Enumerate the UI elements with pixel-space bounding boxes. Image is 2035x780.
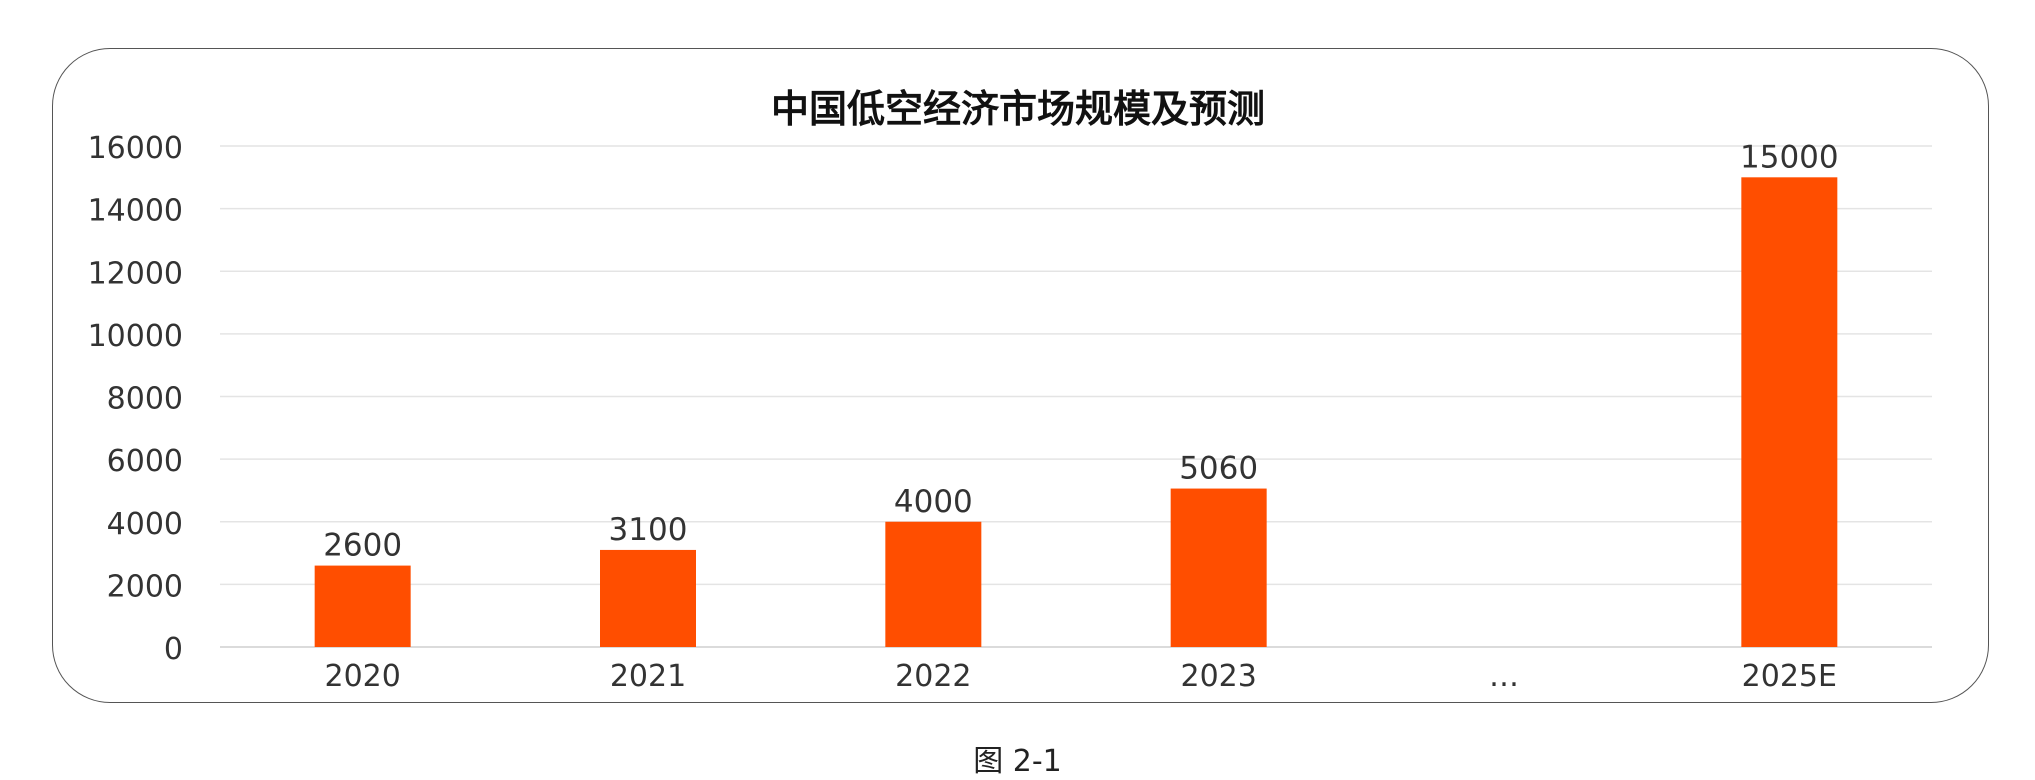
x-tick-label: 2020 xyxy=(324,659,400,694)
y-tick-label: 6000 xyxy=(107,444,183,479)
y-tick-label: 16000 xyxy=(88,131,183,166)
bar xyxy=(885,521,982,647)
y-tick-label: 4000 xyxy=(107,507,183,542)
y-tick-label: 2000 xyxy=(107,569,183,604)
y-tick-label: 8000 xyxy=(107,382,183,417)
chart-title: 中国低空经济市场规模及预测 xyxy=(771,87,1265,131)
bar xyxy=(600,549,696,647)
y-axis: 0 2000 4000 6000 8000 10000 12000 14000 16000 xyxy=(88,131,183,667)
x-tick-label: 2021 xyxy=(610,659,686,694)
bar xyxy=(1741,177,1838,647)
y-tick-label: 12000 xyxy=(88,256,183,291)
figure-caption: 图 2-1 xyxy=(973,744,1062,779)
x-axis: 2020 2021 2022 2023 … 2025E xyxy=(324,659,1837,694)
data-label: 2600 xyxy=(323,528,402,564)
y-tick-label: 14000 xyxy=(88,194,183,229)
grid-lines xyxy=(220,145,1932,648)
bar xyxy=(1170,488,1267,647)
x-tick-label: 2025E xyxy=(1742,659,1837,694)
data-label: 5060 xyxy=(1179,451,1258,487)
x-tick-label: … xyxy=(1489,659,1519,694)
bars: 2600 3100 4000 5060 15000 xyxy=(314,139,1839,647)
data-label: 3100 xyxy=(609,512,688,548)
x-tick-label: 2023 xyxy=(1180,659,1256,694)
data-label: 4000 xyxy=(894,484,973,520)
data-label: 15000 xyxy=(1740,139,1839,175)
x-tick-label: 2022 xyxy=(895,659,971,694)
y-tick-label: 0 xyxy=(164,632,183,667)
bar xyxy=(314,565,411,647)
y-tick-label: 10000 xyxy=(88,319,183,354)
